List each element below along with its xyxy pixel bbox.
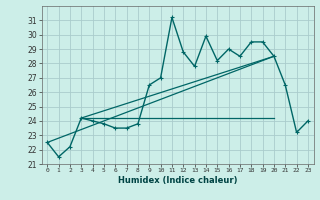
X-axis label: Humidex (Indice chaleur): Humidex (Indice chaleur) bbox=[118, 176, 237, 185]
